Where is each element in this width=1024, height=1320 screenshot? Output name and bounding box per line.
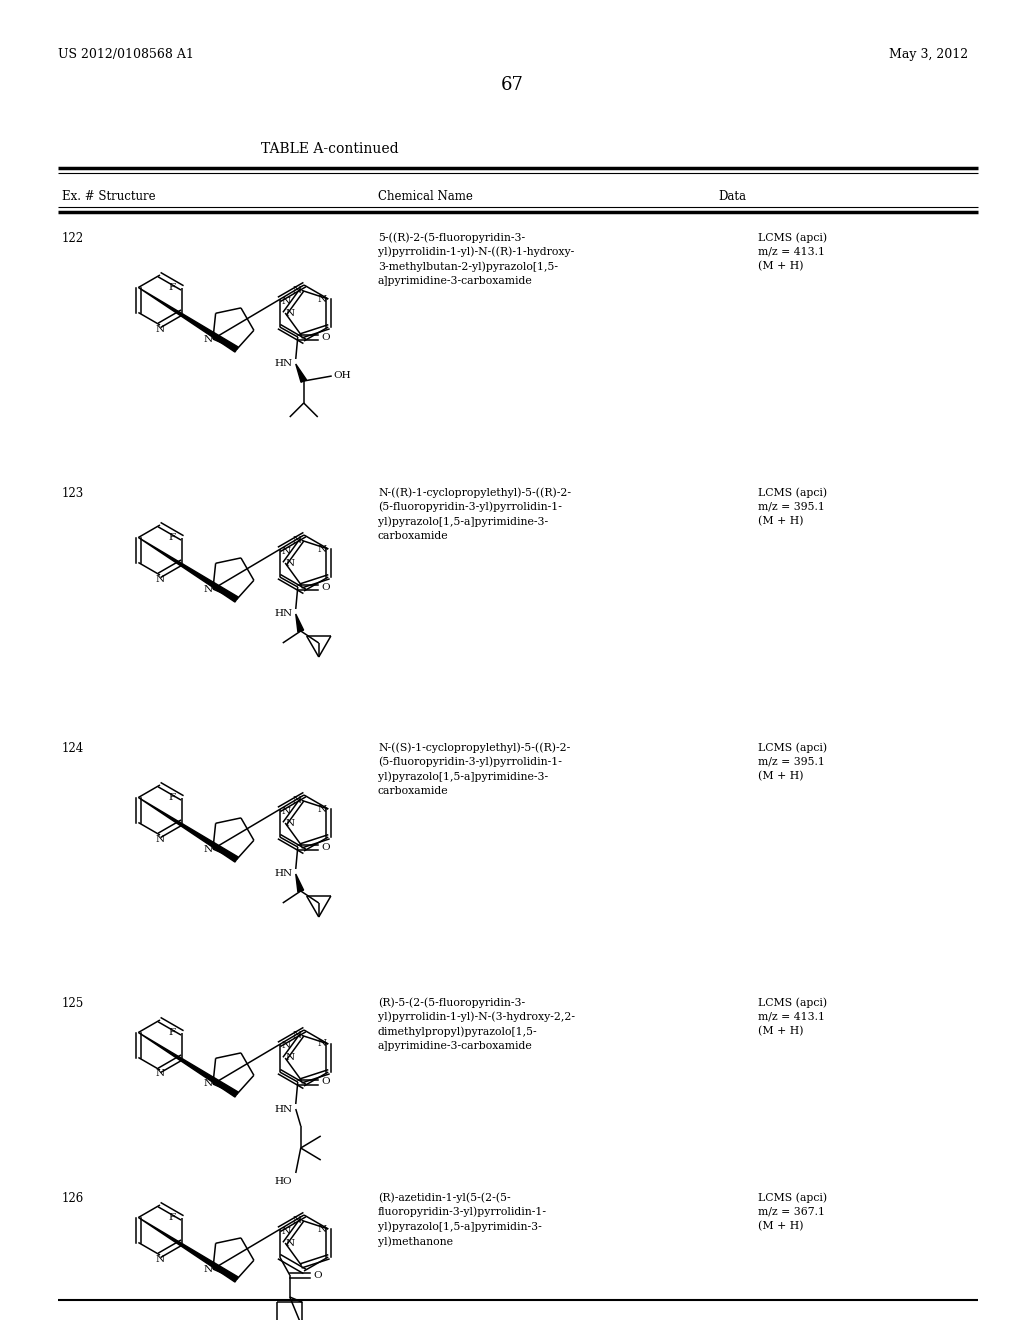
Text: N: N [204,334,213,343]
Text: 123: 123 [62,487,84,500]
Text: HN: HN [274,610,293,619]
Text: N: N [317,1225,327,1233]
Text: HO: HO [274,1176,293,1185]
Text: Data: Data [718,190,746,203]
Text: N: N [286,1053,295,1063]
Text: N: N [286,309,295,318]
Text: N: N [292,1216,301,1225]
Text: N: N [317,804,327,813]
Text: Ex. # Structure: Ex. # Structure [62,190,156,203]
Text: N: N [286,1238,295,1247]
Text: OH: OH [333,371,350,380]
Text: F: F [168,1213,175,1222]
Text: LCMS (apci)
m/z = 413.1
(M + H): LCMS (apci) m/z = 413.1 (M + H) [758,232,827,271]
Polygon shape [296,364,306,383]
Text: F: F [168,793,175,803]
Polygon shape [296,874,304,892]
Text: N: N [204,1265,213,1274]
Text: 5-((R)-2-(5-fluoropyridin-3-
yl)pyrrolidin-1-yl)-N-((R)-1-hydroxy-
3-methylbutan: 5-((R)-2-(5-fluoropyridin-3- yl)pyrrolid… [378,232,574,286]
Text: F: F [168,1028,175,1038]
Text: 126: 126 [62,1192,84,1205]
Polygon shape [138,1032,239,1097]
Text: F: F [168,282,175,292]
Polygon shape [138,288,239,352]
Text: Chemical Name: Chemical Name [378,190,473,203]
Text: F: F [168,533,175,543]
Text: 125: 125 [62,997,84,1010]
Text: N: N [156,574,165,583]
Text: N: N [282,546,291,556]
Text: N: N [204,845,213,854]
Text: O: O [313,1270,323,1279]
Text: LCMS (apci)
m/z = 367.1
(M + H): LCMS (apci) m/z = 367.1 (M + H) [758,1192,827,1232]
Text: N: N [282,1041,291,1051]
Text: N: N [204,1080,213,1089]
Text: N: N [292,286,301,294]
Text: LCMS (apci)
m/z = 395.1
(M + H): LCMS (apci) m/z = 395.1 (M + H) [758,487,827,527]
Text: (R)-5-(2-(5-fluoropyridin-3-
yl)pyrrolidin-1-yl)-N-(3-hydroxy-2,2-
dimethylpropy: (R)-5-(2-(5-fluoropyridin-3- yl)pyrrolid… [378,997,575,1051]
Polygon shape [138,1217,239,1282]
Polygon shape [138,797,239,862]
Text: N: N [292,1031,301,1040]
Text: US 2012/0108568 A1: US 2012/0108568 A1 [58,48,194,61]
Text: N: N [204,585,213,594]
Text: N-((R)-1-cyclopropylethyl)-5-((R)-2-
(5-fluoropyridin-3-yl)pyrrolidin-1-
yl)pyra: N-((R)-1-cyclopropylethyl)-5-((R)-2- (5-… [378,487,571,541]
Text: TABLE A-continued: TABLE A-continued [261,143,398,156]
Text: May 3, 2012: May 3, 2012 [889,48,968,61]
Text: N: N [282,807,291,816]
Text: N: N [292,796,301,805]
Text: N: N [317,294,327,304]
Text: N: N [317,544,327,553]
Text: LCMS (apci)
m/z = 395.1
(M + H): LCMS (apci) m/z = 395.1 (M + H) [758,742,827,781]
Text: N: N [292,536,301,545]
Text: N: N [156,325,165,334]
Polygon shape [138,537,239,602]
Text: 122: 122 [62,232,84,246]
Text: N: N [156,1069,165,1078]
Text: N: N [156,834,165,843]
Text: 124: 124 [62,742,84,755]
Text: N-((S)-1-cyclopropylethyl)-5-((R)-2-
(5-fluoropyridin-3-yl)pyrrolidin-1-
yl)pyra: N-((S)-1-cyclopropylethyl)-5-((R)-2- (5-… [378,742,570,796]
Text: N: N [282,1226,291,1236]
Text: N: N [286,818,295,828]
Text: (R)-azetidin-1-yl(5-(2-(5-
fluoropyridin-3-yl)pyrrolidin-1-
yl)pyrazolo[1,5-a]py: (R)-azetidin-1-yl(5-(2-(5- fluoropyridin… [378,1192,547,1247]
Text: N: N [282,297,291,305]
Text: 67: 67 [501,77,523,94]
Text: O: O [322,333,330,342]
Text: O: O [322,582,330,591]
Text: HN: HN [274,359,293,368]
Text: LCMS (apci)
m/z = 413.1
(M + H): LCMS (apci) m/z = 413.1 (M + H) [758,997,827,1036]
Text: HN: HN [274,870,293,879]
Text: O: O [322,1077,330,1086]
Text: N: N [317,1040,327,1048]
Polygon shape [296,614,304,632]
Text: HN: HN [274,1105,293,1114]
Text: N: N [286,558,295,568]
Text: N: N [156,1254,165,1263]
Text: O: O [322,842,330,851]
